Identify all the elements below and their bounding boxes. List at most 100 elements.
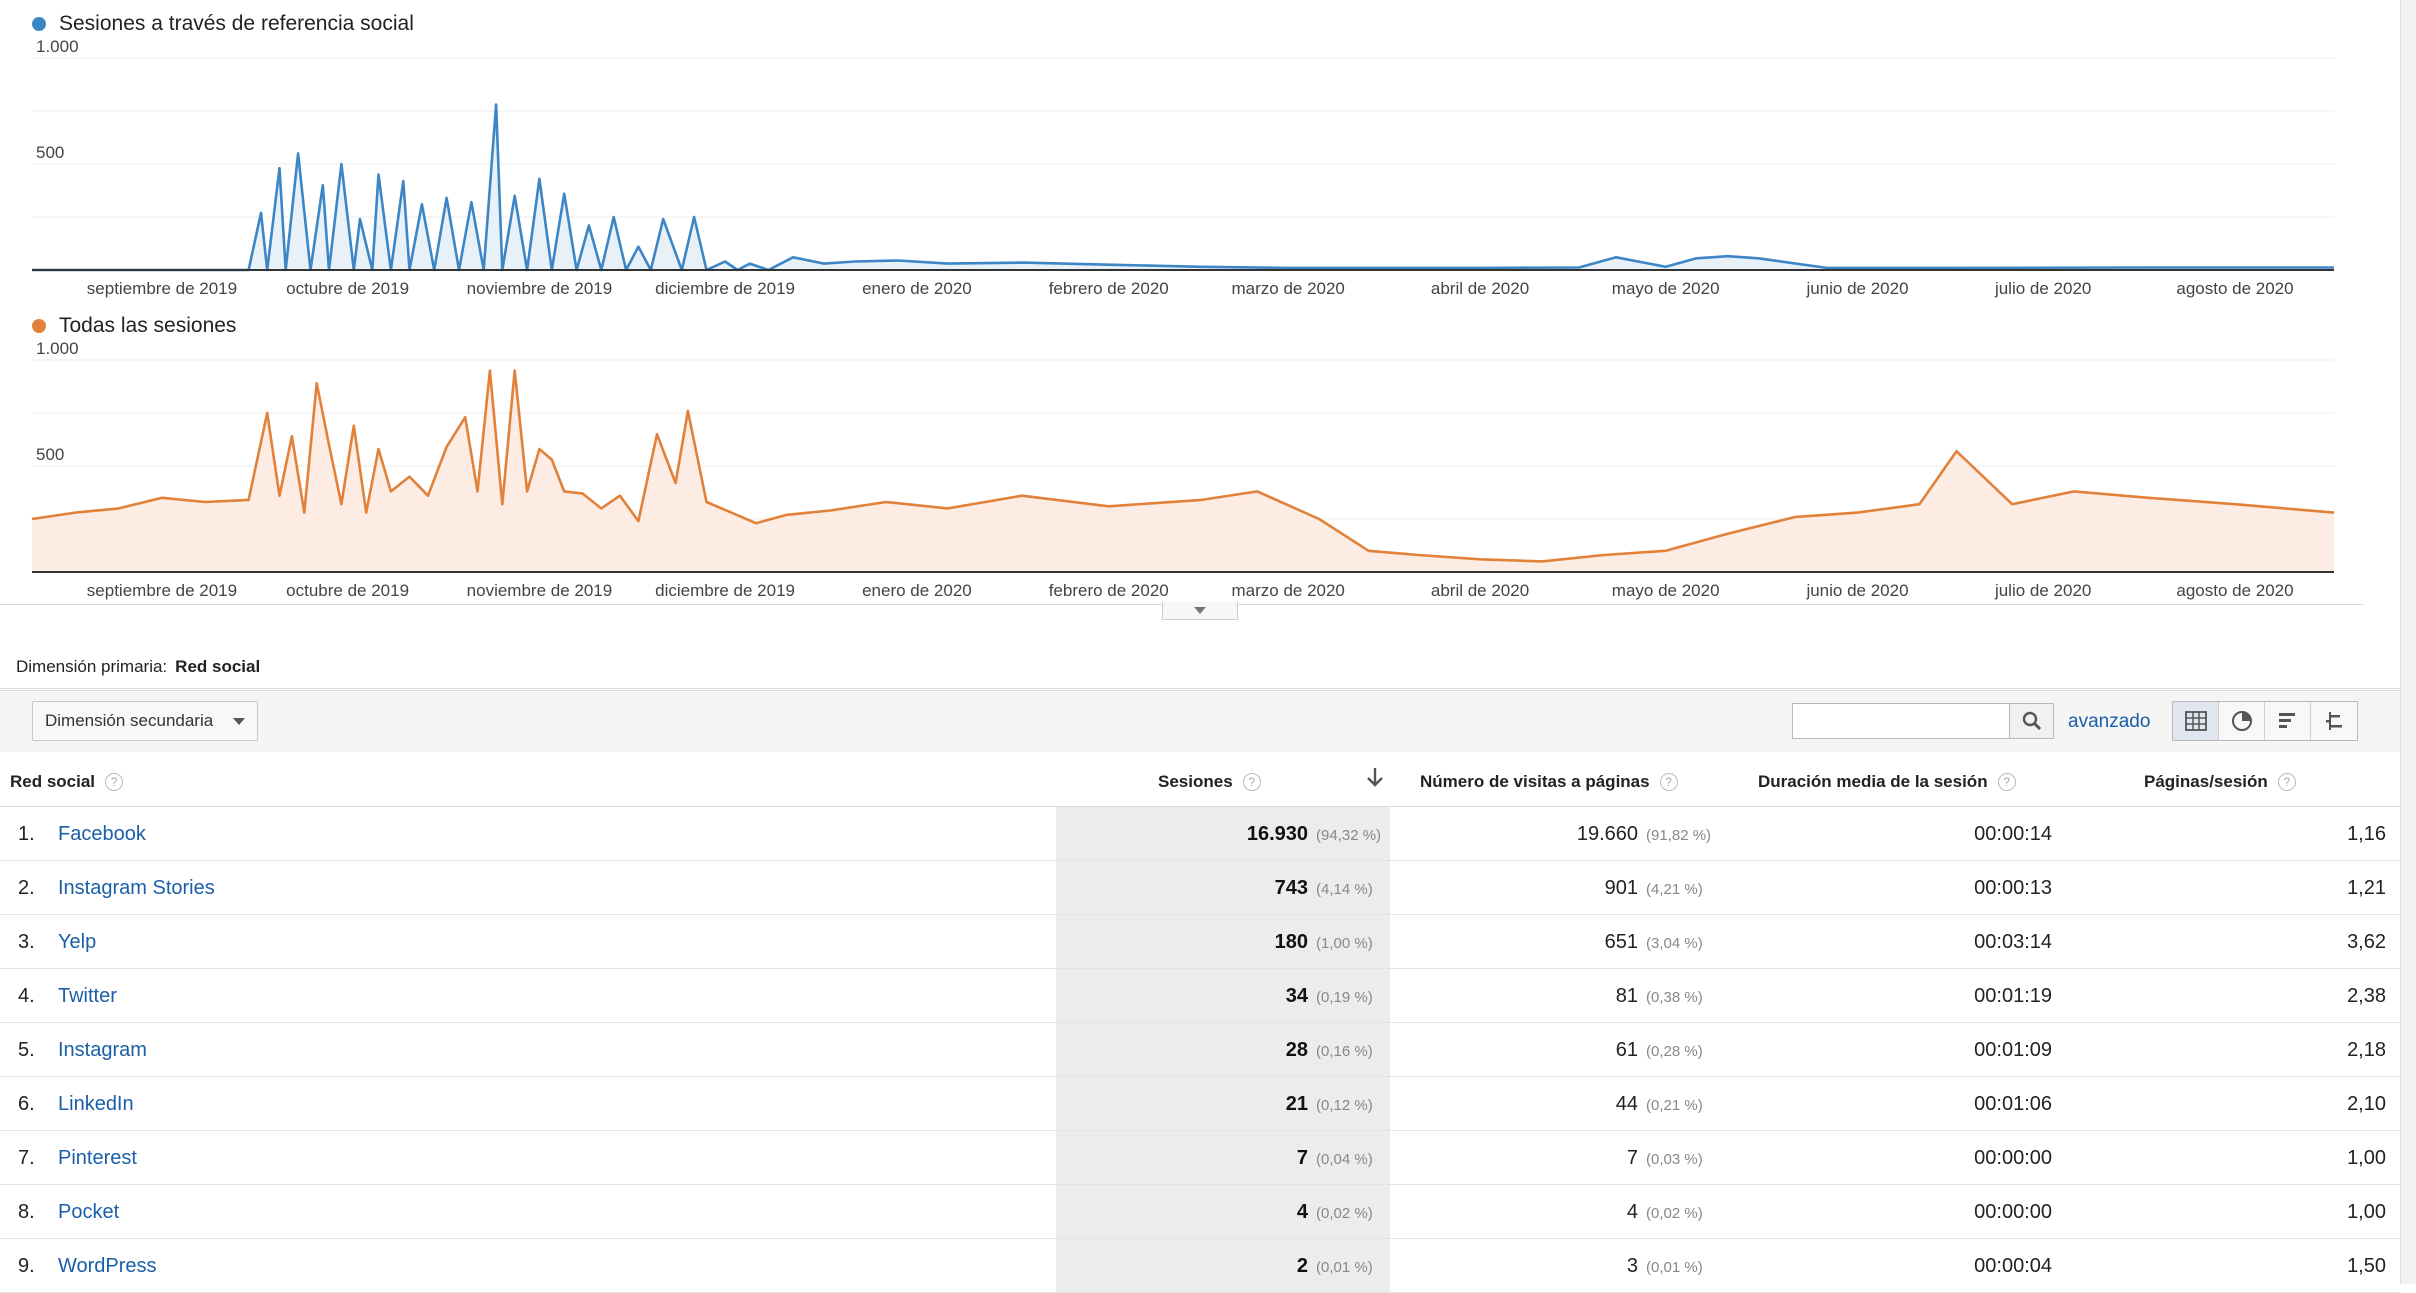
help-icon[interactable]: ? [2277, 773, 2296, 791]
pageviews-cell: 61 (0,28 %) [1390, 1023, 1716, 1076]
series-line[interactable] [32, 103, 2334, 272]
row-index: 2. [18, 877, 35, 899]
header-pages-per-session[interactable]: Páginas/sesión ? [2144, 772, 2296, 792]
comparison-view-button[interactable] [2311, 702, 2357, 740]
chart-title: Todas las sesiones [59, 314, 237, 337]
sessions-cell: 2 (0,01 %) [1056, 1239, 1386, 1292]
social-network-link[interactable]: Instagram [58, 1039, 147, 1061]
social-network-link[interactable]: LinkedIn [58, 1093, 134, 1115]
sorted-column-bg [1056, 1023, 1390, 1076]
sessions-percent: (0,01 %) [1316, 1259, 1373, 1276]
header-social-network[interactable]: Red social ? [10, 772, 124, 792]
duration-value: 00:03:14 [1974, 931, 2052, 953]
duration-value: 00:01:06 [1974, 1093, 2052, 1115]
duration-value: 00:00:13 [1974, 877, 2052, 899]
table-row: 8. Pocket 4 (0,02 %) 4 (0,02 %) 00:00:00 1,00 [0, 1185, 2400, 1239]
pageviews-cell: 4 (0,02 %) [1390, 1185, 1716, 1238]
social-network-link[interactable]: Pocket [58, 1201, 120, 1223]
collapse-chart-toggle[interactable] [1162, 602, 1238, 620]
help-icon[interactable]: ? [1997, 773, 2016, 791]
x-tick-label: febrero de 2020 [1049, 279, 1169, 298]
sessions-value: 2 [1296, 1255, 1308, 1277]
sessions-cell: 28 (0,16 %) [1056, 1023, 1386, 1076]
secondary-dimension-label: Dimensión secundaria [45, 711, 214, 730]
sessions-value: 180 [1274, 931, 1308, 953]
series-line[interactable] [31, 369, 2335, 563]
help-icon[interactable]: ? [1242, 773, 1261, 791]
social-network-link[interactable]: Instagram Stories [58, 877, 215, 899]
sessions-value: 4 [1296, 1201, 1308, 1223]
table-row: 7. Pinterest 7 (0,04 %) 7 (0,03 %) 00:00:00 1,0… [0, 1131, 2400, 1185]
sessions-cell: 743 (4,14 %) [1056, 861, 1386, 914]
primary-dimension-label: Dimensión primaria: [16, 657, 168, 676]
y-tick-label: 1.000 [36, 37, 79, 56]
row-index: 7. [18, 1147, 35, 1169]
comparison-icon [2326, 712, 2342, 730]
x-tick-label: junio de 2020 [1805, 279, 1908, 298]
header-pageviews[interactable]: Número de visitas a páginas ? [1420, 772, 1678, 792]
row-index: 1. [18, 823, 35, 845]
x-tick-label: julio de 2020 [1994, 279, 2091, 298]
duration-value: 00:01:19 [1974, 985, 2052, 1007]
pageviews-percent: (0,02 %) [1646, 1205, 1703, 1222]
table-row: 2. Instagram Stories 743 (4,14 %) 901 (4,21 %… [0, 861, 2400, 915]
table-view-button[interactable] [2173, 702, 2219, 740]
grid-icon [2184, 711, 2207, 731]
help-icon[interactable]: ? [1659, 773, 1678, 791]
pageviews-cell: 81 (0,38 %) [1390, 969, 1716, 1022]
x-tick-label: abril de 2020 [1431, 279, 1529, 298]
x-tick-label: diciembre de 2019 [655, 279, 795, 298]
sorted-column-bg [1056, 915, 1390, 968]
pageviews-value: 4 [1626, 1201, 1638, 1223]
pps-cell: 1,00 [2052, 1131, 2386, 1184]
primary-dimension-value[interactable]: Red social [175, 657, 261, 676]
bar-view-button[interactable] [2265, 702, 2311, 740]
social-network-link[interactable]: Twitter [58, 985, 117, 1007]
search-button[interactable] [2010, 703, 2054, 739]
bar-chart-icon [2278, 713, 2295, 728]
sessions-percent: (0,12 %) [1316, 1097, 1373, 1114]
x-tick-label: julio de 2020 [1994, 581, 2091, 600]
pageviews-cell: 651 (3,04 %) [1390, 915, 1716, 968]
header-sessions[interactable]: Sesiones ? [1158, 772, 1261, 792]
secondary-dimension-dropdown[interactable]: Dimensión secundaria [32, 701, 258, 741]
social-network-link[interactable]: Pinterest [58, 1147, 137, 1169]
row-index: 8. [18, 1201, 35, 1223]
pie-view-button[interactable] [2219, 702, 2265, 740]
social-network-link[interactable]: Facebook [58, 823, 146, 845]
view-switcher [2172, 701, 2358, 741]
line-chart-social[interactable]: 1.000 500 septiembre de 2019 octubre de 201… [0, 0, 2416, 300]
table-row: 1. Facebook 16.930 (94,32 %) 19.660 (91,82 %)… [0, 807, 2400, 861]
help-icon[interactable]: ? [105, 773, 124, 791]
sorted-column-bg [1056, 1239, 1390, 1292]
sessions-value: 16.930 [1246, 823, 1308, 845]
data-table: Red social ? Sesiones ? Número de visita… [0, 752, 2400, 1293]
sort-descending-icon[interactable] [1366, 766, 1384, 788]
chart-legend[interactable]: Todas las sesiones [32, 314, 236, 338]
search-icon [2022, 711, 2041, 731]
pageviews-percent: (0,21 %) [1646, 1097, 1703, 1114]
sessions-cell: 7 (0,04 %) [1056, 1131, 1386, 1184]
chevron-down-icon [1194, 607, 1206, 614]
pps-value: 2,38 [2347, 985, 2386, 1007]
social-network-link[interactable]: WordPress [58, 1255, 157, 1277]
line-chart-all[interactable]: 1.000 500 septiembre de 2019 octubre de 201… [0, 302, 2416, 602]
legend-dot-icon [32, 319, 46, 333]
sorted-column-bg [1056, 1077, 1390, 1130]
sessions-percent: (1,00 %) [1316, 935, 1373, 952]
pageviews-percent: (3,04 %) [1646, 935, 1703, 952]
scrollbar[interactable] [2400, 0, 2416, 1284]
social-network-link[interactable]: Yelp [58, 931, 97, 953]
header-avg-duration[interactable]: Duración media de la sesión ? [1758, 772, 2016, 792]
duration-value: 00:01:09 [1974, 1039, 2052, 1061]
table-search-input[interactable] [1792, 703, 2010, 739]
pps-cell: 2,10 [2052, 1077, 2386, 1130]
chart-legend[interactable]: Sesiones a través de referencia social [32, 12, 414, 36]
pps-cell: 1,21 [2052, 861, 2386, 914]
pps-value: 1,00 [2347, 1201, 2386, 1223]
chart-all-sessions: Todas las sesiones 1.000 500 septiembre de… [0, 302, 2416, 602]
pps-cell: 2,38 [2052, 969, 2386, 1022]
advanced-filter-link[interactable]: avanzado [2068, 711, 2151, 732]
duration-cell: 00:00:14 [1716, 807, 2052, 860]
sessions-cell: 4 (0,02 %) [1056, 1185, 1386, 1238]
